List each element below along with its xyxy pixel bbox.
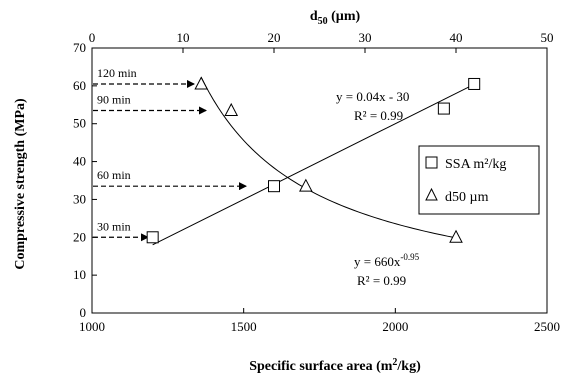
time-label: 90 min <box>97 92 131 106</box>
x2-tick-label: 50 <box>541 30 554 45</box>
d50-point <box>224 102 239 116</box>
legend-ssa-label: SSA m²/kg <box>445 157 506 172</box>
d50-point <box>194 76 209 90</box>
power-fit-equation-base: y = 660x <box>354 254 401 269</box>
ssa-point <box>468 77 481 90</box>
x2-tick-label: 30 <box>359 30 372 45</box>
x-axis-title-superscript: 2 <box>392 357 397 368</box>
legend-box <box>418 145 540 215</box>
y-tick-label: 40 <box>73 154 86 169</box>
time-label: 60 min <box>97 168 131 182</box>
y-tick-label: 30 <box>73 191 86 206</box>
legend: SSA m²/kg d50 µm <box>418 145 540 215</box>
time-arrows: 120 min 90 min 60 min 30 min <box>93 66 247 242</box>
legend-d50-label: d50 µm <box>445 190 489 205</box>
x-tick-label: 2000 <box>382 319 408 334</box>
x-axis-title: Specific surface area (m2/kg) <box>249 357 421 374</box>
time-label: 30 min <box>97 219 131 233</box>
power-fit-r2: R² = 0.99 <box>357 273 406 288</box>
x2-axis-title-part: d <box>310 9 318 24</box>
ssa-point <box>146 231 159 244</box>
power-fit-curve <box>200 77 457 239</box>
y-axis-title: Compressive strength (MPa) <box>13 98 28 270</box>
x2-tick-label: 10 <box>177 30 190 45</box>
x2-axis-title-part: (µm) <box>328 9 361 24</box>
y-tick-label: 10 <box>73 267 86 282</box>
y-tick-label: 0 <box>80 305 87 320</box>
y-tick-label: 20 <box>73 229 86 244</box>
x-tick-label: 1000 <box>79 319 105 334</box>
x2-tick-label: 0 <box>89 30 96 45</box>
x-axis-title-part: /kg) <box>396 359 421 374</box>
legend-square-marker <box>425 156 438 169</box>
x-tick-label: 1500 <box>231 319 257 334</box>
x-tick-label: 2500 <box>534 319 560 334</box>
y-tick-label: 50 <box>73 116 86 131</box>
x-axis-title-part: Specific surface area (m <box>249 359 393 374</box>
x2-axis-title: d50 (µm) <box>310 9 361 27</box>
d50-point <box>449 229 463 243</box>
power-fit-equation: y = 660x-0.95 <box>354 252 420 269</box>
x2-tick-label: 40 <box>450 30 463 45</box>
ticks: 0 10 20 30 40 50 60 70 1000 1500 2000 2500 0 10 20 30 40… <box>73 30 560 334</box>
ssa-point <box>268 180 280 193</box>
fit-lines <box>152 77 475 246</box>
x2-axis-title-subscript: 50 <box>318 16 328 27</box>
ssa-point <box>437 102 450 115</box>
power-fit-exponent: -0.95 <box>400 252 419 262</box>
y-tick-label: 60 <box>73 78 86 93</box>
d50-point <box>299 178 313 192</box>
linear-fit-line <box>152 83 475 246</box>
x2-tick-label: 20 <box>268 30 281 45</box>
linear-fit-equation: y = 0.04x - 30 <box>336 89 409 104</box>
plot-area <box>91 47 548 314</box>
legend-triangle-marker <box>425 187 438 201</box>
y-tick-label: 70 <box>73 40 86 55</box>
linear-fit-r2: R² = 0.99 <box>354 108 403 123</box>
data-markers <box>146 76 481 244</box>
time-label: 120 min <box>97 66 137 80</box>
